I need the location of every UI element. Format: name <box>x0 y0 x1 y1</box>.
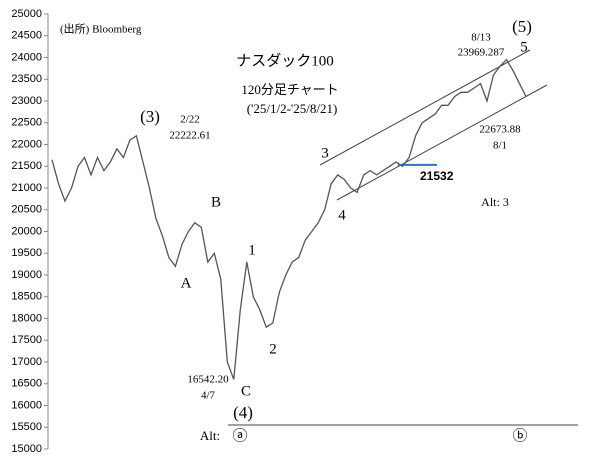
annotation: 16542.20 <box>187 374 229 386</box>
y-tick-label: 23000 <box>11 95 42 107</box>
annotation: 8/1 <box>493 140 507 152</box>
annotation: ナスダック100 <box>236 52 334 69</box>
annotation: (出所) Bloomberg <box>60 22 142 36</box>
y-tick-label: 25000 <box>11 8 42 20</box>
annotation: C <box>241 383 251 399</box>
annotation: 22673.88 <box>479 124 521 136</box>
y-tick-label: 15000 <box>11 443 42 455</box>
annotation: 2 <box>269 341 277 357</box>
annotation: 8/13 <box>471 32 491 44</box>
y-tick-label: 21000 <box>11 182 42 194</box>
channel-upper <box>319 49 531 166</box>
annotation: 22222.61 <box>169 130 210 142</box>
annotation: (4) <box>233 403 253 422</box>
annotation: B <box>211 194 221 210</box>
y-tick-label: 16500 <box>11 378 42 390</box>
annotation: 23969.287 <box>458 47 505 59</box>
y-tick-label: 24000 <box>11 51 42 63</box>
annotation: Alt: <box>200 428 220 443</box>
annotation: 4/7 <box>201 390 216 402</box>
price-line <box>51 58 527 380</box>
annotation: Alt: 3 <box>481 195 509 209</box>
y-tick-label: 22000 <box>11 138 42 150</box>
annotation: A <box>181 275 192 291</box>
y-tick-label: 16000 <box>11 399 42 411</box>
annotation: 5 <box>520 39 528 55</box>
y-tick-label: 24500 <box>11 30 42 42</box>
y-tick-label: 20500 <box>11 204 42 216</box>
y-tick-label: 23500 <box>11 73 42 85</box>
channel-lower <box>336 84 548 201</box>
y-tick-label: 18000 <box>11 312 42 324</box>
y-tick-label: 19500 <box>11 247 42 259</box>
annotation: 120分足チャート <box>241 82 338 97</box>
annotation: ('25/1/2-'25/8/21) <box>247 101 338 116</box>
y-tick-label: 22500 <box>11 117 42 129</box>
y-tick-label: 20000 <box>11 225 42 237</box>
y-tick-label: 19000 <box>11 269 42 281</box>
annotation: ⓐ <box>232 427 247 444</box>
annotation: (3) <box>140 107 160 126</box>
annotation: 3 <box>321 145 329 161</box>
annotation: ⓑ <box>512 427 527 444</box>
annotation: 1 <box>248 242 256 258</box>
annotation: (5) <box>512 17 532 36</box>
y-tick-label: 17000 <box>11 356 42 368</box>
y-tick-label: 15500 <box>11 421 42 433</box>
y-tick-label: 21500 <box>11 160 42 172</box>
y-tick-label: 18500 <box>11 291 42 303</box>
annotation: 2/22 <box>180 114 200 126</box>
annotation: 4 <box>338 207 346 223</box>
support-label: 21532 <box>420 169 454 183</box>
y-tick-label: 17500 <box>11 334 42 346</box>
